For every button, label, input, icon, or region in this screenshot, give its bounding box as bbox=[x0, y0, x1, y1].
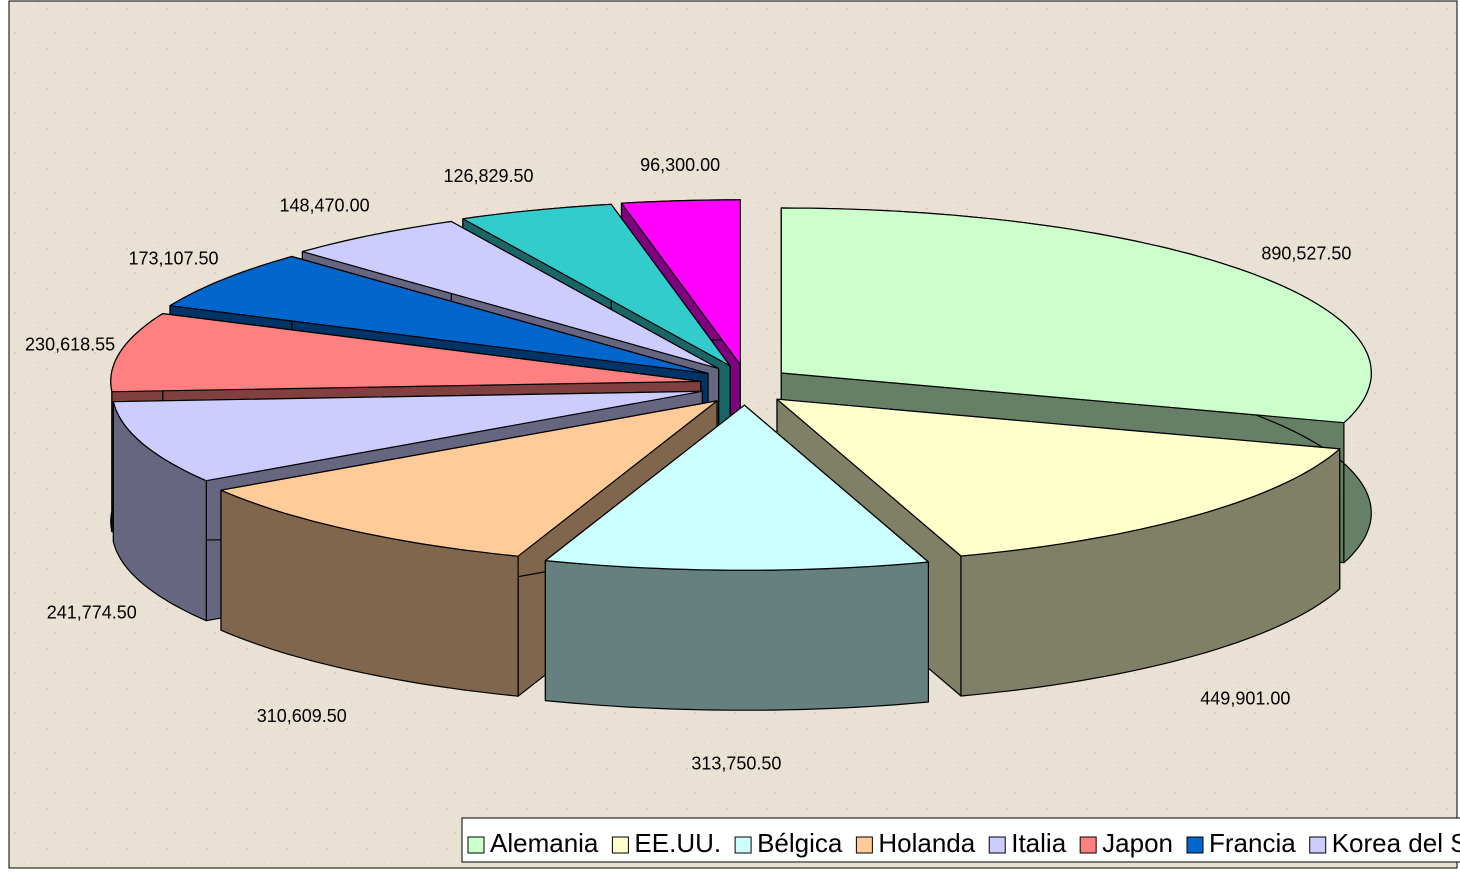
slice-top bbox=[776, 398, 1341, 557]
slice-wall bbox=[544, 560, 929, 711]
legend-swatch bbox=[1309, 836, 1327, 854]
legend-swatch bbox=[734, 836, 752, 854]
data-labels: 890,527.50 449,901.00 313,750.50 310,609.50… bbox=[25, 155, 1351, 774]
data-label: 890,527.50 bbox=[1261, 244, 1351, 264]
data-label: 449,901.00 bbox=[1200, 688, 1290, 708]
slice-top bbox=[110, 313, 702, 393]
legend-label: Francia bbox=[1209, 828, 1296, 858]
legend-swatch bbox=[1079, 836, 1097, 854]
data-label: 241,774.50 bbox=[47, 602, 137, 622]
slice-top bbox=[620, 199, 741, 366]
pie bbox=[110, 199, 1372, 711]
data-label: 148,470.00 bbox=[280, 196, 370, 216]
legend-label: Korea del Sur bbox=[1332, 828, 1460, 858]
legend-swatch bbox=[467, 836, 485, 854]
slice-top bbox=[169, 255, 709, 375]
legend-label: Italia bbox=[1011, 828, 1066, 858]
slice-top bbox=[462, 203, 731, 367]
legend-label: Holanda bbox=[878, 828, 975, 858]
legend-swatch bbox=[1186, 836, 1204, 854]
slice bbox=[220, 400, 718, 697]
data-label: 230,618.55 bbox=[25, 334, 115, 354]
slice-top bbox=[112, 390, 703, 482]
legend: Alemania EE.UU. Bélgica Holanda Italia Japon F… bbox=[461, 817, 1460, 863]
legend-swatch bbox=[988, 836, 1006, 854]
legend-label: Japon bbox=[1102, 828, 1173, 858]
slice-top bbox=[780, 207, 1372, 424]
legend-label: Alemania bbox=[490, 828, 599, 858]
data-label: 173,107.50 bbox=[128, 249, 218, 269]
data-label: 96,300.00 bbox=[640, 155, 720, 175]
legend-label: Bélgica bbox=[757, 828, 843, 858]
slice-top bbox=[544, 404, 929, 571]
data-label: 310,609.50 bbox=[257, 706, 347, 726]
data-label: 313,750.50 bbox=[691, 754, 781, 774]
legend-swatch bbox=[855, 836, 873, 854]
data-label: 126,829.50 bbox=[443, 166, 533, 186]
legend-label: EE.UU. bbox=[634, 828, 721, 858]
slice-top bbox=[301, 220, 720, 370]
legend-swatch bbox=[611, 836, 629, 854]
slice-top bbox=[220, 400, 718, 557]
slice bbox=[544, 404, 929, 711]
